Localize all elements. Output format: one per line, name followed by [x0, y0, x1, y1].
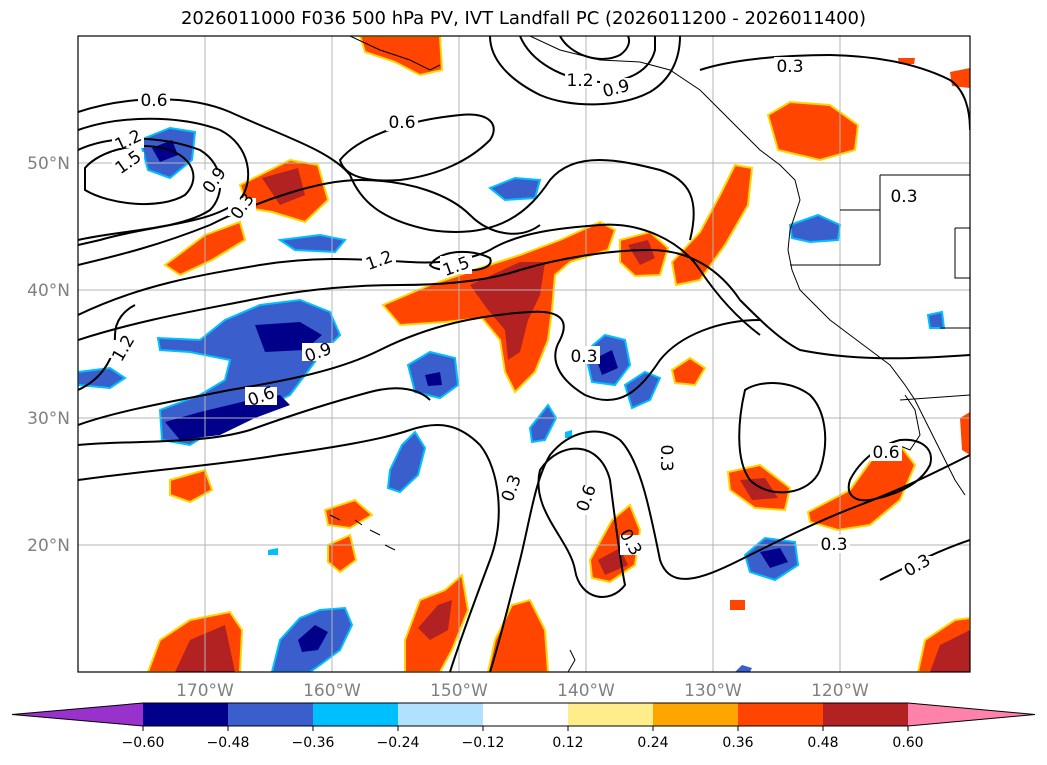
contour-label: 0.3 [656, 444, 676, 471]
colorbar-tick-label: 0.36 [722, 735, 753, 751]
colorbar-tick-label: 0.24 [637, 735, 668, 751]
map-title: 2026011000 F036 500 hPa PV, IVT Landfall… [180, 8, 867, 29]
colorbar: −0.60 −0.48 −0.36 −0.24 −0.12 0.12 0.24 0.36 0.4… [11, 702, 1036, 751]
contour-label: 0.6 [872, 443, 899, 463]
colorbar-tick-label: 0.60 [892, 735, 923, 751]
colorbar-tick-label: −0.12 [462, 735, 505, 751]
colorbar-tick-label: −0.24 [377, 735, 420, 751]
lat-label: 20°N [27, 536, 70, 556]
lat-label: 40°N [27, 281, 70, 301]
colorbar-segment [313, 703, 398, 726]
lat-label: 30°N [27, 409, 70, 429]
contour-label: 0.6 [388, 113, 415, 133]
contour-label: 0.3 [820, 535, 847, 555]
colorbar-segment [398, 703, 483, 726]
lat-label: 50°N [27, 154, 70, 174]
colorbar-segment [823, 703, 908, 726]
coastlines [329, 36, 970, 672]
lon-label: 140°W [557, 681, 615, 701]
map-border [77, 35, 971, 673]
colorbar-segment [483, 703, 568, 726]
latitude-labels: 50°N 40°N 30°N 20°N [27, 154, 70, 556]
contour-label: 0.3 [570, 347, 597, 367]
map-plot-area: 0.6 1.2 1.5 0.9 0.3 0.6 1.2 1.2 1.5 1.2 … [78, 36, 970, 672]
colorbar-segment [568, 703, 653, 726]
colorbar-segment [228, 703, 313, 726]
lon-label: 170°W [176, 681, 234, 701]
colorbar-segment [653, 703, 738, 726]
colorbar-segment [738, 703, 823, 726]
pv-contours [78, 36, 970, 672]
contour-label: 0.3 [890, 187, 917, 207]
colorbar-tick-label: −0.48 [207, 735, 250, 751]
positive-pc-shading [146, 36, 970, 672]
contour-label-halos [108, 57, 932, 574]
longitude-labels: 170°W 160°W 150°W 140°W 130°W 120°W [176, 681, 869, 701]
colorbar-segment [143, 703, 228, 726]
colorbar-tick-label: 0.48 [807, 735, 838, 751]
colorbar-tick-label: 0.12 [552, 735, 583, 751]
colorbar-extend-min [12, 703, 143, 726]
colorbar-tick-label: −0.60 [122, 735, 165, 751]
lon-label: 120°W [811, 681, 869, 701]
lon-label: 130°W [684, 681, 742, 701]
lon-label: 150°W [430, 681, 488, 701]
contour-label: 0.3 [776, 57, 803, 77]
lon-label: 160°W [303, 681, 361, 701]
contour-label: 1.2 [566, 71, 593, 91]
colorbar-extend-max [908, 703, 1035, 726]
contour-label: 0.6 [140, 91, 167, 111]
colorbar-tick-label: −0.36 [292, 735, 335, 751]
